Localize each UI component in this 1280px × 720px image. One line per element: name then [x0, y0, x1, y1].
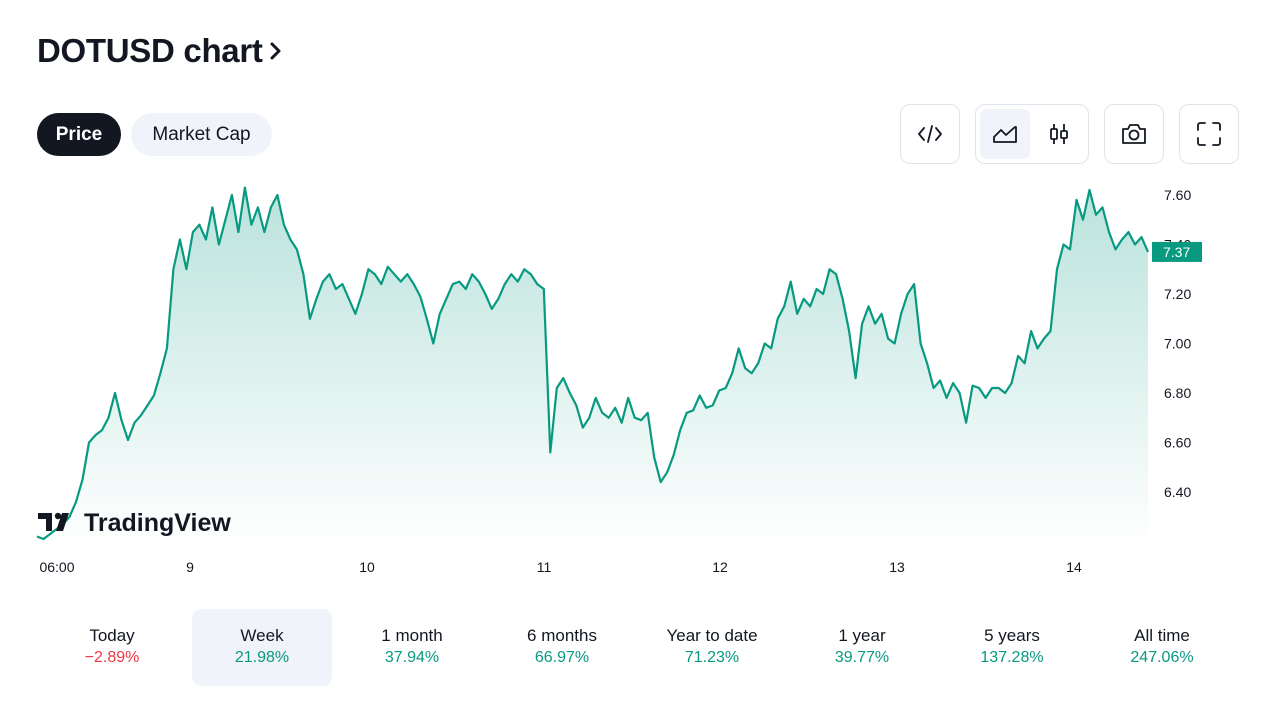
tab-market-cap[interactable]: Market Cap — [131, 113, 272, 156]
fullscreen-icon — [1197, 122, 1221, 146]
y-tick-label: 6.40 — [1164, 484, 1191, 500]
area-chart-button[interactable] — [980, 109, 1030, 159]
chevron-right-icon — [270, 42, 281, 60]
current-price-label: 7.37 — [1163, 244, 1190, 260]
candles-button[interactable] — [1034, 109, 1084, 159]
x-tick-label: 06:00 — [39, 559, 74, 575]
period-label: Today — [89, 626, 135, 645]
period-label: Year to date — [666, 626, 758, 645]
page-title-text: DOTUSD chart — [37, 32, 263, 69]
period-change: 39.77% — [834, 649, 890, 666]
y-axis: 7.607.407.207.006.806.606.40 — [1164, 187, 1191, 500]
period-label: All time — [1134, 626, 1190, 645]
period-label: 1 year — [838, 626, 886, 645]
period-change: 71.23% — [684, 649, 740, 666]
period-change: 66.97% — [534, 649, 590, 666]
y-tick-label: 7.20 — [1164, 286, 1191, 302]
snapshot-button[interactable] — [1104, 104, 1164, 164]
embed-code-button[interactable] — [900, 104, 960, 164]
chart-style-group — [975, 104, 1089, 164]
period-label: 6 months — [527, 626, 597, 645]
x-tick-label: 12 — [712, 559, 728, 575]
period-1-month[interactable]: 1 month 37.94% — [342, 609, 482, 686]
fullscreen-button[interactable] — [1179, 104, 1239, 164]
y-tick-label: 7.00 — [1164, 336, 1191, 352]
price-area-fill — [37, 187, 1148, 545]
period-change: −2.89% — [84, 649, 140, 666]
period-6-months[interactable]: 6 months 66.97% — [492, 609, 632, 686]
price-line — [36, 186, 1150, 541]
period-week[interactable]: Week 21.98% — [192, 609, 332, 686]
x-tick-label: 11 — [537, 559, 552, 575]
x-tick-label: 9 — [186, 559, 194, 575]
tradingview-wordmark: TradingView — [84, 509, 231, 537]
period-all-time[interactable]: All time 247.06% — [1092, 609, 1232, 686]
camera-icon — [1122, 124, 1146, 144]
period-today[interactable]: Today −2.89% — [42, 609, 182, 686]
x-tick-label: 13 — [889, 559, 905, 575]
period-5-years[interactable]: 5 years 137.28% — [942, 609, 1082, 686]
period-change: 21.98% — [234, 649, 290, 666]
period-label: 1 month — [381, 626, 443, 645]
area-chart-icon — [993, 126, 1017, 143]
period-change: 137.28% — [980, 649, 1044, 666]
tab-price[interactable]: Price — [37, 113, 121, 156]
period-1-year[interactable]: 1 year 39.77% — [792, 609, 932, 686]
period-year-to-date[interactable]: Year to date 71.23% — [642, 609, 782, 686]
period-label: Week — [240, 626, 284, 645]
x-axis: 06:00 9 10 11 12 13 14 — [39, 559, 1082, 575]
period-change: 37.94% — [384, 649, 440, 666]
embed-code-icon — [918, 125, 942, 143]
period-label: 5 years — [984, 626, 1040, 645]
y-tick-label: 7.60 — [1164, 187, 1191, 203]
tradingview-logo: TradingView — [38, 509, 231, 537]
y-tick-label: 6.60 — [1164, 435, 1191, 451]
current-price-badge: 7.37 — [1152, 241, 1202, 262]
x-tick-label: 10 — [359, 559, 375, 575]
page-title[interactable]: DOTUSD chart — [37, 32, 283, 70]
price-chart[interactable]: 7.607.407.207.006.806.606.40 06:00910111… — [0, 170, 1280, 590]
period-selector: Today −2.89% Week 21.98% 1 month 37.94% 6 mont… — [37, 609, 1240, 686]
candles-icon — [1050, 124, 1068, 144]
y-tick-label: 6.80 — [1164, 385, 1191, 401]
x-tick-label: 14 — [1066, 559, 1082, 575]
period-change: 247.06% — [1130, 649, 1194, 666]
